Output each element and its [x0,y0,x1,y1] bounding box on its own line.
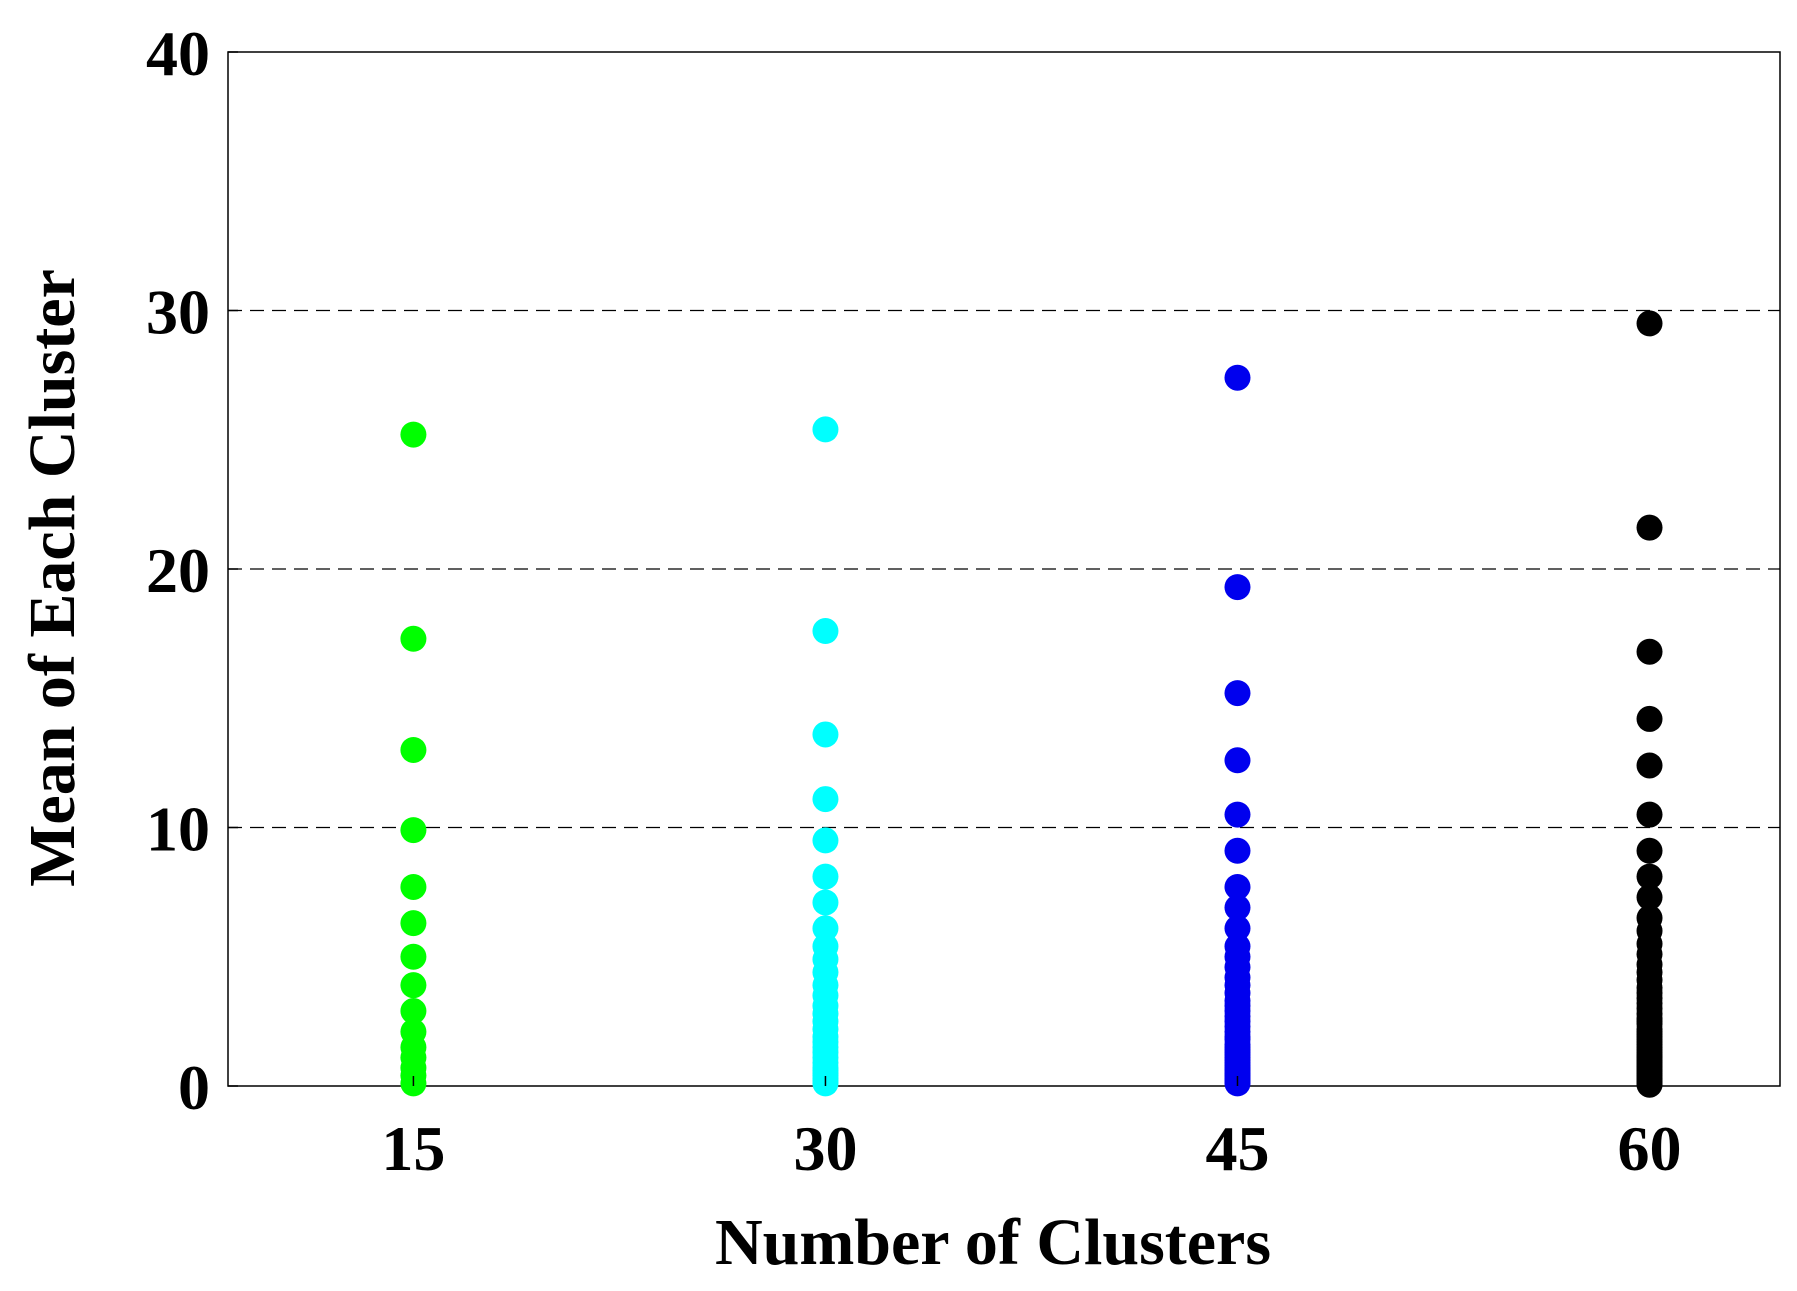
data-point [812,863,839,890]
data-point [400,817,427,844]
data-point [1636,884,1663,911]
series-2 [812,416,839,1097]
data-point [1636,705,1663,732]
data-point [1636,310,1663,337]
data-point [812,618,839,645]
data-point [400,943,427,970]
y-axis-title: Mean of Each Cluster [16,269,89,887]
y-tick-label: 20 [146,535,210,606]
data-point [400,625,427,652]
data-point [1224,894,1251,921]
data-point [400,736,427,763]
data-point [812,721,839,748]
data-point [812,889,839,916]
data-point [1636,801,1663,828]
data-point [1224,364,1251,391]
y-tick-label: 30 [146,277,210,348]
data-point [1636,863,1663,890]
data-point [400,421,427,448]
data-point [812,416,839,443]
x-tick-label: 60 [1618,1113,1682,1184]
series-3 [1224,364,1251,1097]
x-tick-label: 30 [793,1113,857,1184]
data-point [1224,747,1251,774]
data-point [1224,873,1251,900]
data-point [400,873,427,900]
data-point [1224,680,1251,707]
data-point [400,972,427,999]
data-points [400,310,1663,1098]
data-point [1224,837,1251,864]
y-tick-label: 40 [146,18,210,89]
data-point [1224,574,1251,601]
x-tick-label: 15 [381,1113,445,1184]
data-point [812,915,839,942]
data-point [400,910,427,937]
series-1 [400,421,427,1097]
data-point [1224,915,1251,942]
y-tick-label: 10 [146,794,210,865]
axis-ticks: 0 10 20 30 40 15 30 45 60 [146,18,1682,1184]
data-point [1636,752,1663,779]
x-axis-title: Number of Clusters [715,1206,1271,1279]
data-point [1224,801,1251,828]
x-tick-label: 45 [1205,1113,1269,1184]
y-tick-label: 0 [178,1052,210,1123]
data-point [1636,638,1663,665]
data-point [812,827,839,854]
data-point [1636,837,1663,864]
data-point [1636,514,1663,541]
data-point [400,998,427,1025]
grid-lines [228,309,1780,829]
data-point [812,786,839,813]
